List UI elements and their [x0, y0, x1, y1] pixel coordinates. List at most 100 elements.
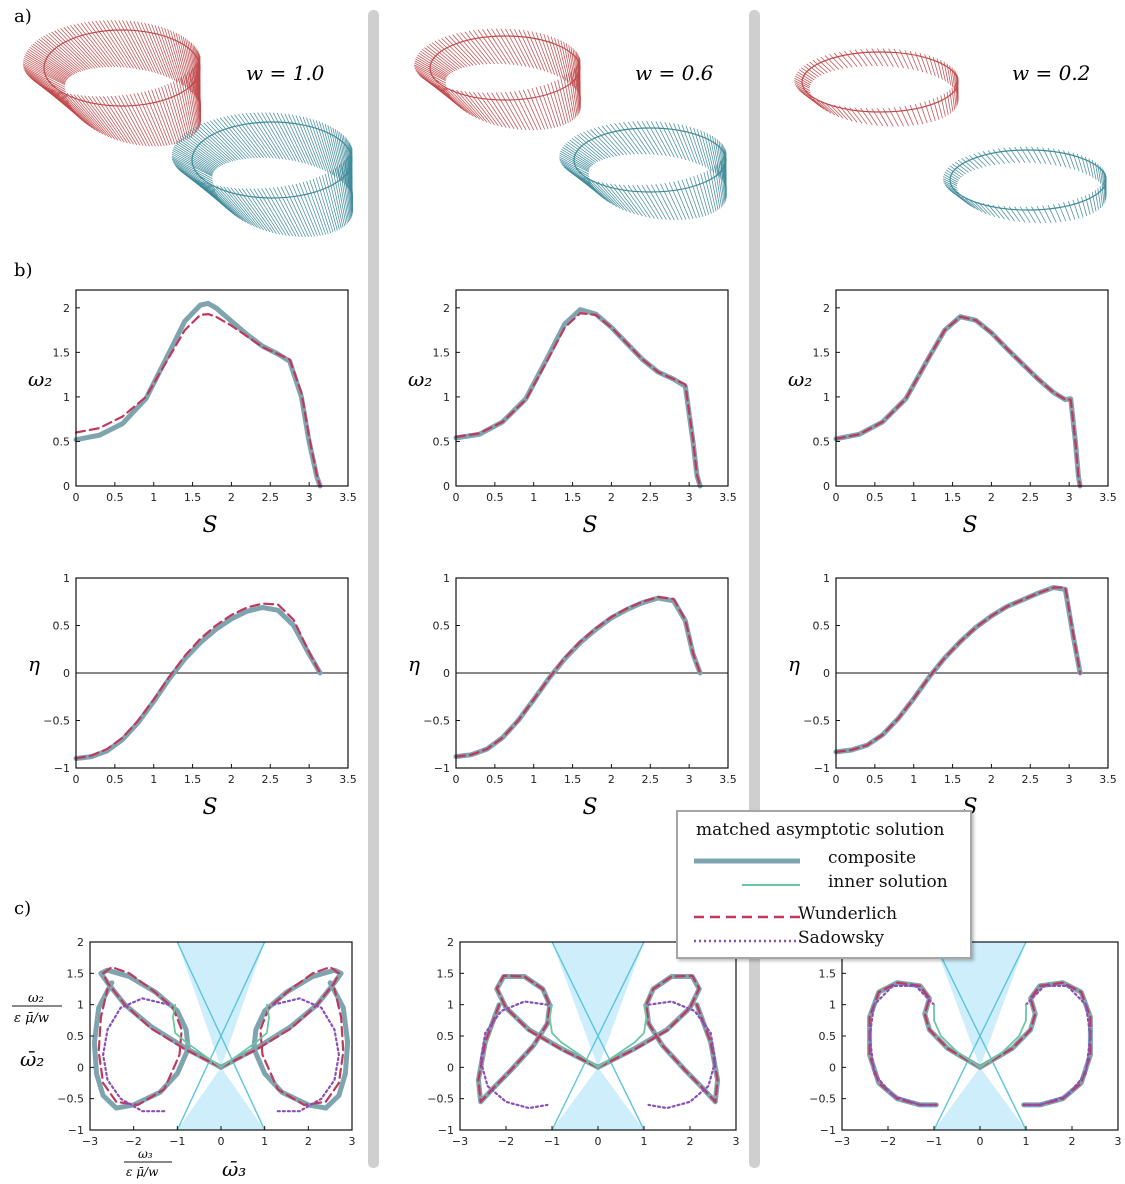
strip-2-teal-hatch	[580, 133, 608, 159]
strip-1-red-hatch	[29, 76, 72, 107]
strip-3-teal-hatch	[961, 196, 976, 209]
omega2-plot-2-ytick-label: 0.5	[433, 435, 451, 448]
strip-2-red-hatch	[495, 92, 519, 130]
omega2-plot-2-ytick-label: 1	[443, 391, 450, 404]
eta-plot-2-ytick-label: −0.5	[423, 715, 450, 728]
strip-2-teal-hatch	[565, 168, 595, 189]
phase-plot-1-series-composite-mirror	[218, 967, 351, 1111]
strip-2-red-hatch	[422, 49, 454, 73]
strip-3-teal-hatch	[973, 200, 987, 215]
strip-1-teal-edge	[191, 121, 353, 199]
phase-plot-1-xtick-label: −2	[126, 1135, 142, 1148]
strip-3-red-hatch	[904, 105, 914, 126]
legend-swatch-inner	[742, 884, 800, 886]
strip-1-red-hatch	[25, 72, 68, 100]
strip-2-red-hatch	[514, 29, 535, 69]
eta-plot-1-ytick-label: −1	[54, 762, 70, 775]
strip-3-teal-hatch	[1025, 206, 1036, 224]
eta-plot-3-xtick-label: 3	[1066, 773, 1073, 786]
eta-plot-1-xtick-label: 2	[228, 773, 235, 786]
phase-plot-2-ytick-label: −0.5	[427, 1093, 454, 1106]
strip-3-red-hatch	[797, 87, 813, 99]
strip-3-teal-hatch	[943, 173, 958, 183]
strip-2-red-hatch	[547, 83, 562, 127]
strip-2-red-hatch	[570, 71, 578, 117]
strip-2-red-hatch	[486, 28, 511, 65]
strip-1-red-hatch	[91, 21, 125, 68]
strip-2-red-hatch	[448, 88, 477, 119]
strip-3-red-hatch	[877, 48, 889, 67]
phase-plot-2-series-sadowsky	[479, 1000, 549, 1110]
strip-1-teal-hatch	[253, 188, 284, 236]
strip-1-red-hatch	[161, 86, 181, 143]
strip-1-red-hatch	[54, 30, 93, 69]
strip-1-teal-hatch	[174, 164, 216, 191]
strip-1-teal-hatch	[345, 138, 353, 197]
strip-1-red-hatch	[164, 85, 183, 142]
strip-1-red-hatch	[80, 95, 116, 140]
strip-1-red-hatch	[36, 40, 78, 74]
phase-plot-1-xtick-label: −3	[82, 1135, 98, 1148]
strip-1-teal-hatch	[203, 122, 241, 160]
strip-3-red-hatch	[820, 56, 836, 71]
phase-plot-3-cone-lower	[934, 1067, 1026, 1130]
strip-3-red-hatch	[820, 101, 836, 116]
phase-plot-1-series-composite	[91, 967, 224, 1111]
eta-plot-1-series-composite	[73, 605, 323, 761]
strip-1-teal-hatch	[342, 135, 351, 193]
omega2-plot-1-series-wunderlich	[74, 313, 322, 488]
phase-plot-2-series-wunderlich	[477, 974, 600, 1103]
phase-plot-2-xtick-label: 0	[595, 1135, 602, 1148]
omega2-plot-1-xtick-label: 2	[228, 491, 235, 504]
strip-3-red-hatch	[914, 103, 924, 125]
strip-1-teal-hatch	[265, 188, 294, 237]
strip-3-red-hatch	[882, 107, 894, 127]
strip-3-teal-hatch	[1008, 147, 1021, 163]
strip-2-teal-hatch	[700, 173, 712, 214]
strip-2-teal-hatch	[577, 134, 606, 160]
eta-plot-2-ytick-label: 0	[443, 667, 450, 680]
strip-3-teal-hatch	[1101, 184, 1105, 205]
phase-plot-1-xtick-label: −1	[169, 1135, 185, 1148]
eta-plot-3-xtick-label: 3.5	[1099, 773, 1117, 786]
strip-1-teal-hatch	[265, 112, 294, 161]
eta-plot-2-xtick-label: 3	[686, 773, 693, 786]
strip-3-red-hatch	[794, 75, 811, 86]
eta-plot-2-ytick-label: 0.5	[433, 620, 451, 633]
strip-1-red-hatch	[77, 23, 113, 68]
omega2-plot-2-xtick-label: 0	[453, 491, 460, 504]
strip-1-red-hatch	[87, 21, 122, 68]
column-divider-2	[749, 10, 760, 1168]
strip-2-teal-edge	[573, 127, 727, 193]
strip-3-teal-hatch	[949, 165, 964, 176]
omega2-plot-3-ytick-label: 2	[823, 302, 830, 315]
strip-3-teal-hatch	[961, 158, 976, 171]
strip-3-teal-hatch	[1084, 195, 1091, 215]
strip-3-red-hatch	[809, 61, 825, 75]
strip-2-teal-hatch	[646, 184, 667, 220]
strip-2-red-hatch	[452, 89, 481, 120]
omega2-plot-3-ytick-label: 1	[823, 391, 830, 404]
strip-2-red-hatch	[509, 28, 531, 68]
phase-plot-3-xtick-label: −1	[926, 1135, 942, 1148]
strip-1-teal-hatch	[187, 130, 227, 164]
strip-1-teal-hatch	[344, 160, 352, 218]
omega2-plot-1-xtick-label: 3.5	[339, 491, 357, 504]
phase-plot-3-xtick-label: 3	[1115, 1135, 1122, 1148]
strip-3-teal-edge	[949, 149, 1107, 211]
legend-swatch-wunderlich	[694, 915, 800, 919]
phase-plot-2-ytick-label: 2	[447, 936, 454, 949]
omega2-plot-2-frame	[455, 289, 729, 487]
strip-2-red-hatch	[414, 66, 447, 84]
phase-plot-2-xtick-label: −2	[498, 1135, 514, 1148]
strip-1-teal-hatch	[216, 118, 252, 159]
strip-1-red-hatch	[34, 41, 76, 74]
eta-plot-1-xtick-label: 3.5	[339, 773, 357, 786]
strip-1-teal-hatch	[321, 175, 338, 231]
phase-plot-1-ytick-label: −1	[68, 1124, 84, 1137]
eta-plot-2-xtick-label: 0.5	[486, 773, 504, 786]
phase-plot-2-ytick-label: 1	[447, 999, 454, 1012]
strip-1-teal-hatch	[173, 146, 215, 172]
strip-2-red-hatch	[509, 91, 531, 131]
phase-plot-2-ytick-label: 1.5	[437, 967, 455, 980]
